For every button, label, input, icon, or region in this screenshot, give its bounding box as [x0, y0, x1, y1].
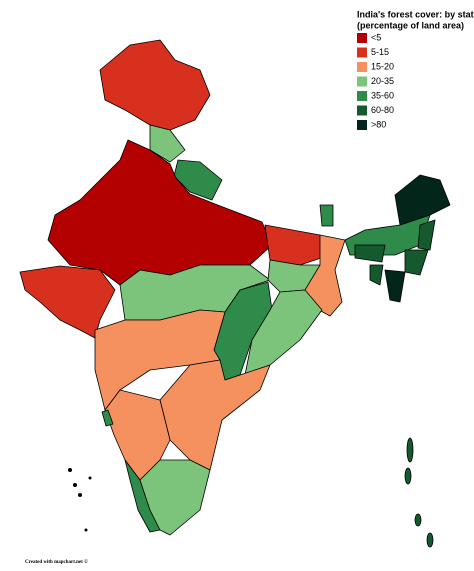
region: [159, 359, 271, 471]
legend-title: India's forest cover: by state: [357, 9, 474, 19]
region: [404, 249, 429, 276]
island: [78, 493, 82, 497]
region: [369, 264, 384, 286]
legend-label: <5: [371, 32, 381, 42]
region: [394, 174, 451, 226]
legend-swatch: [357, 105, 367, 116]
island: [84, 528, 88, 532]
region: [101, 409, 114, 427]
region: [244, 289, 323, 376]
island: [414, 513, 422, 527]
region: [47, 139, 273, 286]
credit: Created with mapchart.net ©: [25, 559, 88, 565]
island: [426, 532, 434, 548]
region: [264, 224, 331, 266]
legend-swatch: [357, 120, 367, 130]
legend-swatch: [357, 76, 367, 87]
legend-label: 60-80: [371, 105, 394, 115]
region: [354, 244, 386, 263]
region: [417, 219, 436, 251]
legend-swatch: [357, 47, 367, 58]
island: [73, 483, 77, 487]
legend-swatch: [357, 33, 367, 43]
island: [88, 476, 92, 480]
legend-label: 5-15: [371, 47, 389, 57]
region: [139, 459, 211, 536]
legend-label: 15-20: [371, 61, 394, 71]
island: [68, 468, 72, 472]
legend-label: 35-60: [371, 90, 394, 100]
legend-label: 20-35: [371, 76, 394, 86]
region: [99, 39, 211, 131]
legend-swatch: [357, 62, 367, 72]
legend-label: >80: [371, 119, 386, 129]
legend-swatch: [357, 91, 367, 101]
legend-title: (percentage of land area): [357, 20, 464, 30]
regions: [19, 39, 451, 548]
region: [319, 204, 334, 227]
region: [384, 269, 406, 303]
legend: <5 5-15 15-20 20-35 35-60 60-80 >80: [357, 32, 394, 130]
island: [404, 467, 412, 485]
island: [406, 437, 414, 463]
region: [149, 124, 186, 163]
region: [19, 265, 116, 339]
